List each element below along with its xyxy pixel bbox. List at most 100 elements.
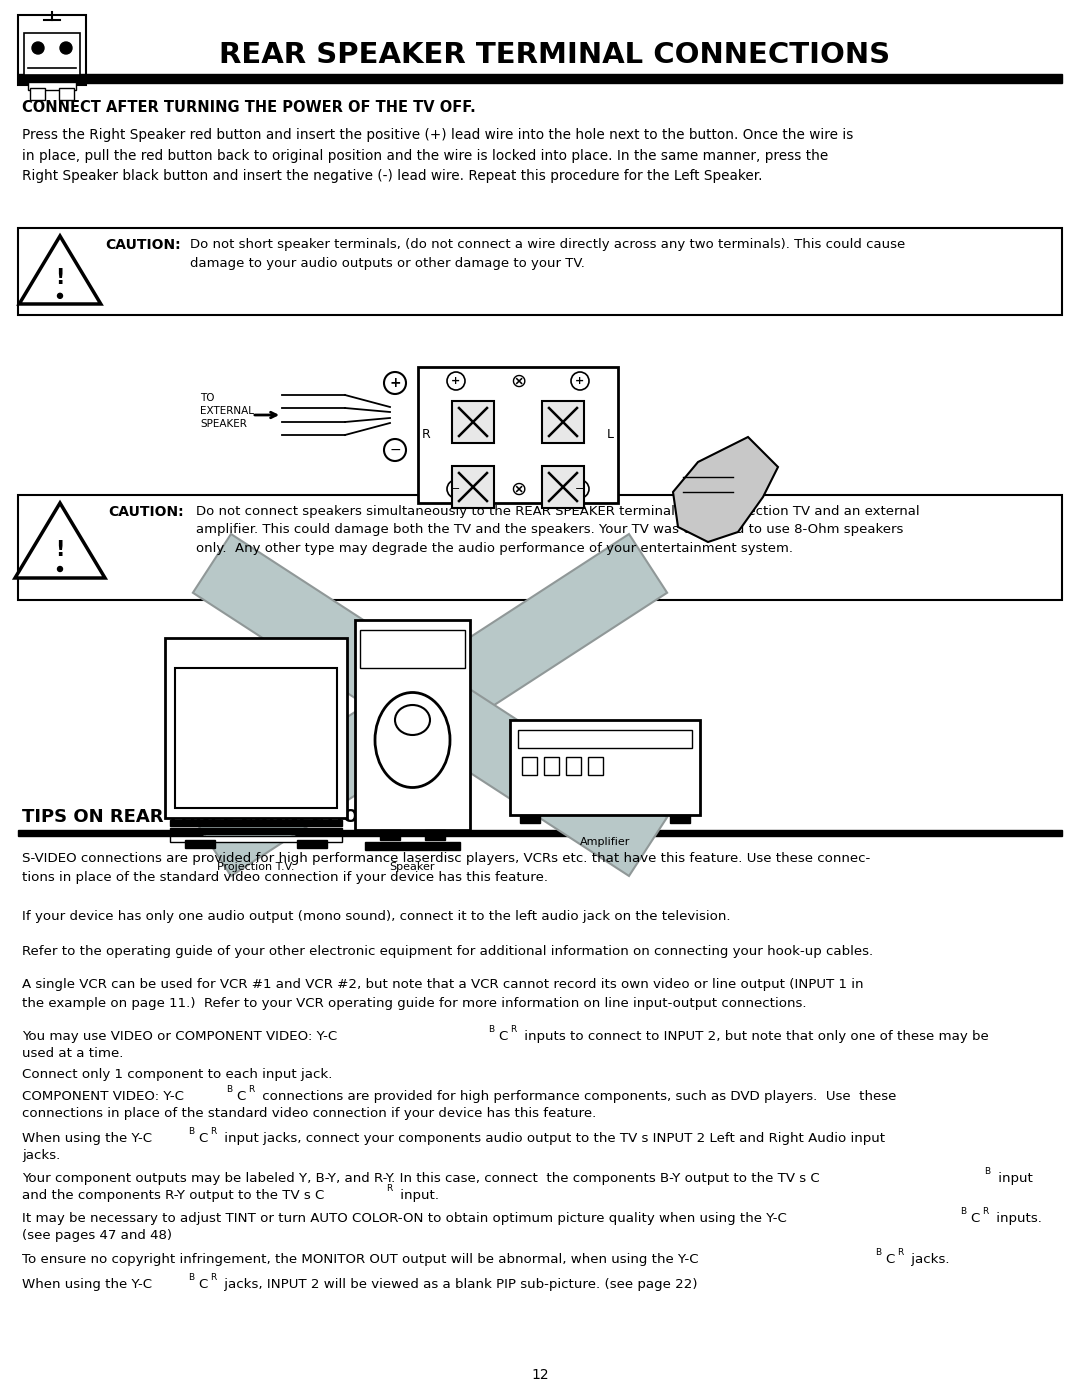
Text: If your device has only one audio output (mono sound), connect it to the left au: If your device has only one audio output… [22,909,731,923]
Bar [28,82,76,89]
Bar [170,828,342,834]
Circle shape [447,481,465,497]
Text: (see pages 47 and 48): (see pages 47 and 48) [22,1229,172,1242]
Text: C: C [970,1213,980,1225]
Text: You may use VIDEO or COMPONENT VIDEO: Y-C: You may use VIDEO or COMPONENT VIDEO: Y-… [22,1030,337,1044]
Polygon shape [193,534,667,876]
Text: input jacks, connect your components audio output to the TV s INPUT 2 Left and R: input jacks, connect your components aud… [220,1132,886,1146]
Text: C: C [198,1132,207,1146]
Text: B: B [188,1273,194,1282]
Polygon shape [673,437,778,542]
Text: R: R [210,1273,216,1282]
Text: CAUTION:: CAUTION: [108,504,184,520]
Text: +: + [451,376,461,386]
Circle shape [447,372,465,390]
Bar [542,401,584,443]
Text: Do not connect speakers simultaneously to the REAR SPEAKER terminal of the Proje: Do not connect speakers simultaneously t… [195,504,920,555]
Bar [165,638,347,819]
Text: input.: input. [396,1189,440,1201]
Text: R: R [422,429,431,441]
Text: R: R [248,1085,254,1094]
Bar [59,88,75,101]
Text: C: C [885,1253,894,1266]
Text: −: − [576,483,584,495]
Bar [380,830,400,840]
Text: REAR SPEAKER TERMINAL CONNECTIONS: REAR SPEAKER TERMINAL CONNECTIONS [219,41,891,68]
Text: L: L [607,429,615,441]
Bar [542,467,584,509]
Text: jacks.: jacks. [22,1148,60,1162]
Text: It may be necessary to adjust TINT or turn AUTO COLOR-ON to obtain optimum pictu: It may be necessary to adjust TINT or tu… [22,1213,787,1225]
Text: Amplifier: Amplifier [580,837,631,847]
Bar [518,731,692,747]
Text: used at a time.: used at a time. [22,1046,123,1060]
Circle shape [60,42,72,54]
Bar [18,15,86,85]
Text: Press the Right Speaker red button and insert the positive (+) lead wire into th: Press the Right Speaker red button and i… [22,129,853,183]
Text: jacks.: jacks. [907,1253,949,1266]
Text: Do not short speaker terminals, (do not connect a wire directly across any two t: Do not short speaker terminals, (do not … [190,237,905,270]
Polygon shape [193,534,667,876]
Text: !: ! [55,268,65,288]
Bar [519,814,540,823]
Bar [30,88,45,101]
Text: jacks, INPUT 2 will be viewed as a blank PIP sub-picture. (see page 22): jacks, INPUT 2 will be viewed as a blank… [220,1278,698,1291]
Bar [365,842,460,849]
Text: TIPS ON REAR PANEL CONNECTIONS: TIPS ON REAR PANEL CONNECTIONS [22,807,387,826]
Text: ⊗: ⊗ [510,479,526,499]
Text: B: B [188,1127,194,1136]
Text: Your component outputs may be labeled Y, B-Y, and R-Y. In this case, connect  th: Your component outputs may be labeled Y,… [22,1172,820,1185]
Text: inputs to connect to INPUT 2, but note that only one of these may be: inputs to connect to INPUT 2, but note t… [519,1030,989,1044]
Circle shape [57,293,63,299]
Bar [453,467,494,509]
Text: B: B [226,1085,232,1094]
Text: −: − [451,483,461,495]
Text: −: − [389,443,401,457]
Text: connections in place of the standard video connection if your device has this fe: connections in place of the standard vid… [22,1106,596,1120]
Text: S-VIDEO connections are provided for high performance laserdisc players, VCRs et: S-VIDEO connections are provided for hig… [22,852,870,884]
Bar [170,835,342,842]
Text: TO
EXTERNAL
SPEAKER: TO EXTERNAL SPEAKER [200,393,254,429]
Text: R: R [510,1025,516,1034]
Circle shape [384,439,406,461]
Circle shape [571,372,589,390]
Text: A single VCR can be used for VCR #1 and VCR #2, but note that a VCR cannot recor: A single VCR can be used for VCR #1 and … [22,978,864,1010]
Bar [297,840,327,848]
Text: +: + [389,376,401,390]
Text: !: ! [55,539,65,560]
Text: Speaker: Speaker [390,862,435,872]
Text: inputs.: inputs. [993,1213,1042,1225]
Bar [175,668,337,807]
Text: When using the Y-C: When using the Y-C [22,1132,152,1146]
Bar [18,830,1062,835]
Circle shape [384,372,406,394]
Text: input: input [994,1172,1032,1185]
Bar [18,74,1062,82]
Bar [185,840,215,848]
Text: When using the Y-C: When using the Y-C [22,1278,152,1291]
Bar [170,820,342,826]
Text: CONNECT AFTER TURNING THE POWER OF THE TV OFF.: CONNECT AFTER TURNING THE POWER OF THE T… [22,101,476,115]
Text: To ensure no copyright infringement, the MONITOR OUT output will be abnormal, wh: To ensure no copyright infringement, the… [22,1253,699,1266]
Polygon shape [19,236,100,305]
Text: CAUTION:: CAUTION: [105,237,180,251]
Text: connections are provided for high performance components, such as DVD players.  : connections are provided for high perfor… [258,1090,896,1104]
Text: Connect only 1 component to each input jack.: Connect only 1 component to each input j… [22,1067,333,1081]
Bar [418,367,618,503]
Text: Projection T.V.: Projection T.V. [217,862,295,872]
Bar [566,757,581,775]
Bar [510,719,700,814]
Polygon shape [15,503,105,578]
Bar [355,620,470,830]
Bar [670,814,690,823]
Ellipse shape [375,693,450,788]
Text: +: + [576,376,584,386]
Bar [24,34,80,75]
Bar [18,228,1062,314]
Text: and the components R-Y output to the TV s C: and the components R-Y output to the TV … [22,1189,324,1201]
Text: Refer to the operating guide of your other electronic equipment for additional i: Refer to the operating guide of your oth… [22,944,874,958]
Text: 12: 12 [531,1368,549,1382]
Bar [588,757,603,775]
Bar [426,830,445,840]
Text: COMPONENT VIDEO: Y-C: COMPONENT VIDEO: Y-C [22,1090,184,1104]
